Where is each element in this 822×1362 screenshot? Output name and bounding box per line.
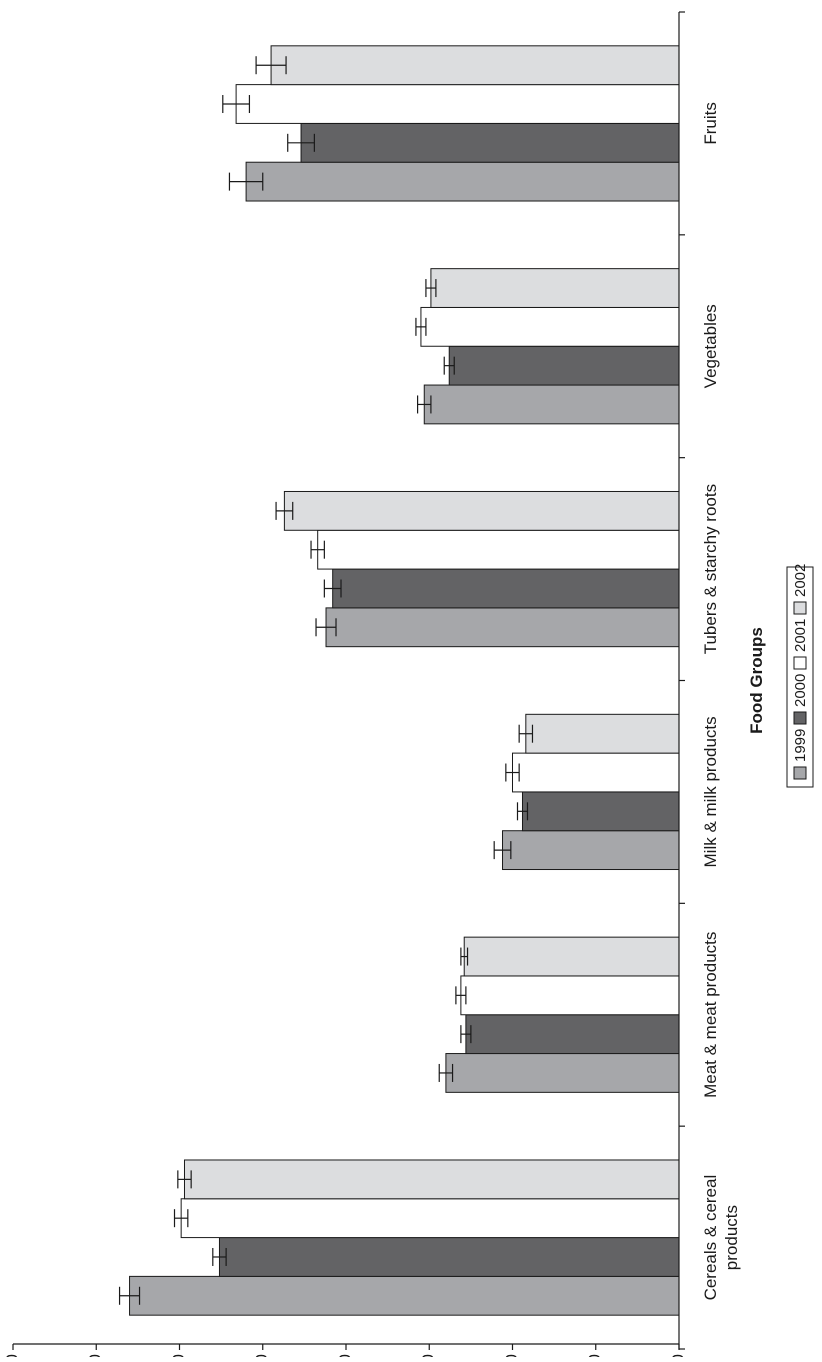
bar-2000-cat-1 <box>465 1014 680 1055</box>
bar-1999-cat-1 <box>445 1053 680 1093</box>
category-label-3-line-0: Tubers & starchy roots <box>701 484 720 654</box>
legend-swatch-2002 <box>793 601 807 615</box>
bar-2000-cat-0 <box>218 1237 680 1277</box>
category-label-1-line-0: Meat & meat products <box>701 932 720 1098</box>
legend: 1999 2000 2001 2002 <box>786 564 814 788</box>
bar-2001-cat-3 <box>317 529 680 570</box>
legend-label-2000: 2000 <box>792 674 809 707</box>
bar-2001-cat-0 <box>180 1198 680 1239</box>
bar-2001-cat-1 <box>460 975 680 1016</box>
category-label-2-line-0: Milk & milk products <box>701 716 720 867</box>
bar-2000-cat-5 <box>300 122 680 163</box>
bar-1999-cat-3 <box>325 607 680 648</box>
bar-2001-cat-5 <box>235 84 680 124</box>
legend-box <box>786 566 814 788</box>
category-label-0-line-0: Cereals & cereal <box>701 1175 720 1301</box>
bar-2002-cat-4 <box>430 268 680 308</box>
bar-2002-cat-2 <box>525 713 680 754</box>
legend-label-2001: 2001 <box>792 619 809 652</box>
bar-1999-cat-2 <box>502 830 680 871</box>
bar-2001-cat-4 <box>420 306 680 347</box>
legend-swatch-2001 <box>793 656 807 670</box>
error-bar-layer <box>118 56 534 1305</box>
bar-1999-cat-0 <box>129 1275 680 1316</box>
category-label-4-line-0: Vegetables <box>701 304 720 388</box>
bar-1999-cat-4 <box>423 384 680 425</box>
bar-2001-cat-2 <box>512 752 680 793</box>
bar-2000-cat-3 <box>332 568 680 609</box>
category-label-0-line-1: products <box>722 1205 741 1270</box>
legend-label-1999: 1999 <box>792 729 809 762</box>
bar-2002-cat-1 <box>463 936 680 977</box>
legend-label-2002: 2002 <box>792 564 809 597</box>
label-layer: 050100150200250300350400g/person/dayCere… <box>2 102 766 1362</box>
category-label-5-line-0: Fruits <box>701 102 720 145</box>
legend-swatch-1999 <box>793 766 807 780</box>
legend-swatch-2000 <box>793 711 807 725</box>
bar-2002-cat-5 <box>270 45 680 86</box>
category-axis-title: Food Groups <box>747 627 766 734</box>
bar-layer <box>129 45 680 1316</box>
bar-2002-cat-0 <box>183 1159 680 1200</box>
bar-2000-cat-2 <box>521 791 680 832</box>
bar-2002-cat-3 <box>283 490 680 531</box>
bar-1999-cat-5 <box>245 161 680 202</box>
plot-area: 050100150200250300350400g/person/dayCere… <box>2 11 814 1362</box>
axis-layer <box>12 11 685 1350</box>
bar-2000-cat-4 <box>448 345 680 386</box>
